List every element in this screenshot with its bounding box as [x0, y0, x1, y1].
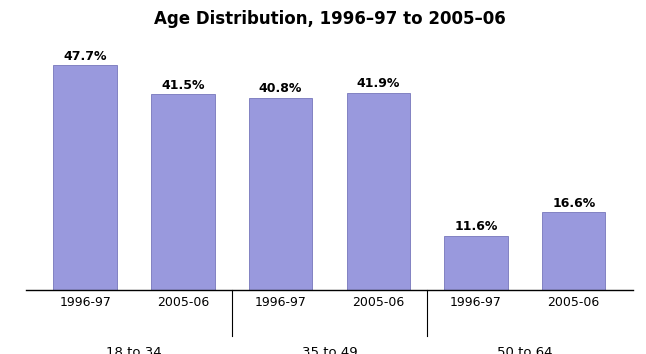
Text: 16.6%: 16.6% [552, 196, 596, 210]
Bar [151, 95, 214, 290]
Text: 41.5%: 41.5% [161, 79, 205, 92]
Text: 35 to 49: 35 to 49 [302, 346, 357, 354]
Text: 41.9%: 41.9% [357, 77, 400, 90]
Title: Age Distribution, 1996–97 to 2005–06: Age Distribution, 1996–97 to 2005–06 [154, 10, 505, 28]
Text: 11.6%: 11.6% [454, 220, 497, 233]
Bar [54, 65, 117, 290]
Bar [444, 235, 508, 290]
Text: 50 to 64: 50 to 64 [497, 346, 552, 354]
Bar [249, 98, 313, 290]
Text: 18 to 34: 18 to 34 [106, 346, 162, 354]
Bar [346, 92, 410, 290]
Text: 40.8%: 40.8% [259, 82, 302, 95]
Bar [542, 212, 605, 290]
Text: 47.7%: 47.7% [63, 50, 107, 63]
